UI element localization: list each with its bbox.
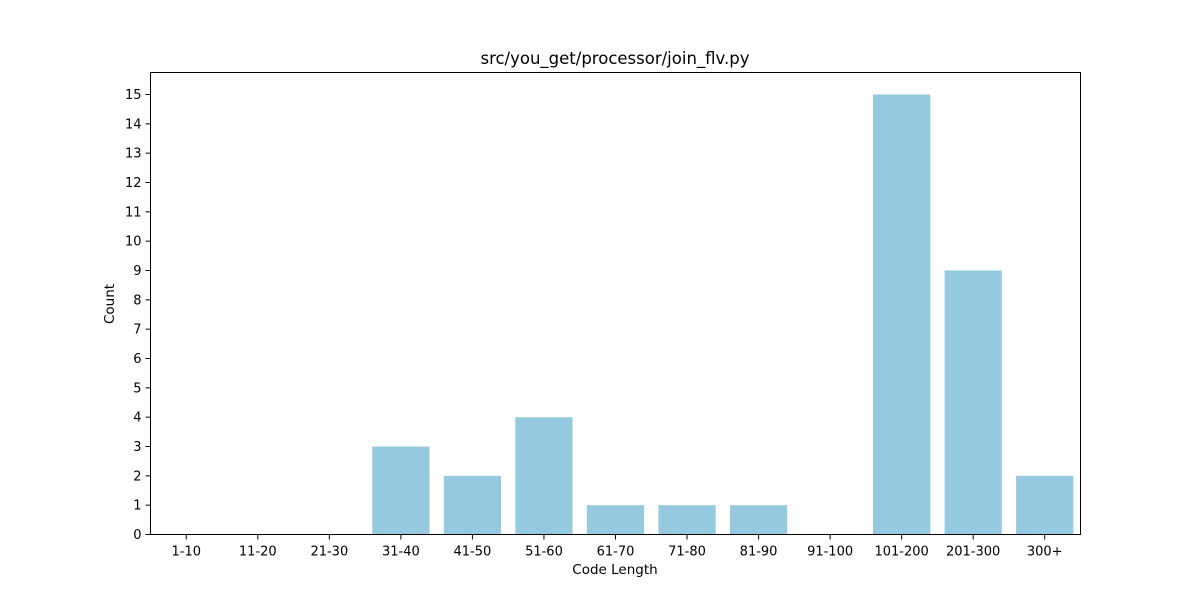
x-tick-label: 300+ [1027, 545, 1063, 560]
x-tick-label: 101-200 [874, 545, 928, 560]
bar-101-200 [873, 94, 931, 535]
y-tick-label: 2 [133, 469, 141, 484]
x-tick-label: 71-80 [668, 545, 706, 560]
x-axis-label: Code Length [572, 562, 657, 578]
y-tick-label: 13 [125, 147, 142, 162]
bar-201-300 [944, 270, 1002, 535]
y-tick-label: 10 [125, 235, 142, 250]
x-tick-label: 31-40 [382, 545, 420, 560]
y-tick-label: 9 [133, 264, 141, 279]
x-tick-label: 41-50 [454, 545, 492, 560]
y-tick-label: 14 [125, 117, 142, 132]
y-tick-label: 5 [133, 381, 141, 396]
y-tick-label: 3 [133, 440, 141, 455]
x-tick-label: 61-70 [597, 545, 635, 560]
bar-61-70 [586, 505, 645, 535]
x-tick-label: 11-20 [239, 545, 277, 560]
x-tick-label: 1-10 [172, 545, 202, 560]
bar-41-50 [443, 475, 502, 535]
y-tick-label: 8 [133, 293, 141, 308]
bar-51-60 [515, 417, 573, 535]
chart-title: src/you_get/processor/join_flv.py [480, 49, 749, 69]
y-tick-label: 4 [133, 411, 141, 426]
y-tick-label: 6 [133, 352, 141, 367]
y-tick-label: 12 [125, 176, 142, 191]
y-tick-label: 7 [133, 323, 141, 338]
x-tick-label: 81-90 [740, 545, 778, 560]
bar-300+ [1016, 475, 1074, 535]
bar-81-90 [729, 505, 788, 535]
bars-layer [372, 94, 1074, 535]
y-tick-label: 0 [133, 528, 141, 543]
y-tick-label: 1 [133, 499, 141, 514]
x-tick-label: 91-100 [807, 545, 853, 560]
x-tick-label: 51-60 [525, 545, 563, 560]
y-tick-label: 11 [125, 205, 142, 220]
bar-31-40 [372, 446, 430, 535]
plot-frame [150, 72, 1081, 535]
bar-71-80 [658, 505, 716, 535]
x-axis: 1-10 11-20 21-30 31-40 41-50 51-60 61-70 71-80 8… [172, 534, 1063, 560]
x-tick-label: 201-300 [946, 545, 1000, 560]
x-tick-label: 21-30 [310, 545, 348, 560]
y-axis-label: Count [102, 284, 118, 324]
y-tick-label: 15 [125, 88, 142, 103]
